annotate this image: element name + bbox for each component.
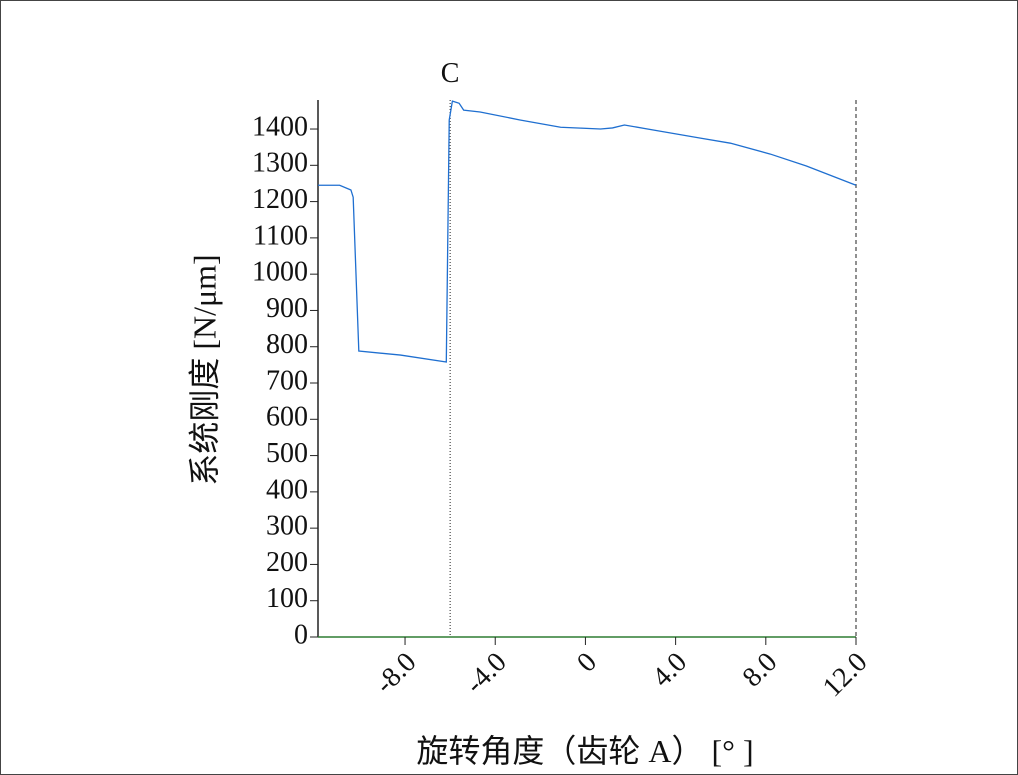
y-tick-label: 200 — [266, 547, 308, 578]
x-tick-label: 4.0 — [646, 647, 693, 694]
y-tick-label: 1300 — [252, 148, 308, 179]
y-tick-label: 700 — [266, 365, 308, 396]
x-tick-label: -4.0 — [459, 647, 512, 700]
y-tick-label: 400 — [266, 474, 308, 505]
y-tick-label: 1200 — [252, 184, 308, 215]
y-axis-label: 系统刚度 [N/μm] — [186, 254, 222, 485]
y-tick-label: 500 — [266, 438, 308, 469]
y-tick-label: 1000 — [252, 257, 308, 288]
x-tick-label: -8.0 — [369, 647, 422, 700]
data-line — [318, 100, 857, 363]
y-tick-label: 600 — [266, 402, 308, 433]
x-axis-label: 旋转角度（齿轮 A） [° ] — [416, 733, 753, 769]
y-tick-label: 1400 — [252, 111, 308, 142]
y-tick-label: 0 — [294, 619, 308, 650]
reference-label: C — [441, 58, 460, 89]
y-tick-label: 800 — [266, 329, 308, 360]
y-tick-label: 1100 — [253, 220, 308, 251]
x-tick-label: 12.0 — [817, 647, 874, 704]
y-tick-label: 300 — [266, 511, 308, 542]
y-tick-label: 100 — [266, 583, 308, 614]
y-tick-label: 900 — [266, 293, 308, 324]
x-tick-label: 8.0 — [737, 647, 784, 694]
x-tick-label: 0 — [571, 647, 603, 679]
